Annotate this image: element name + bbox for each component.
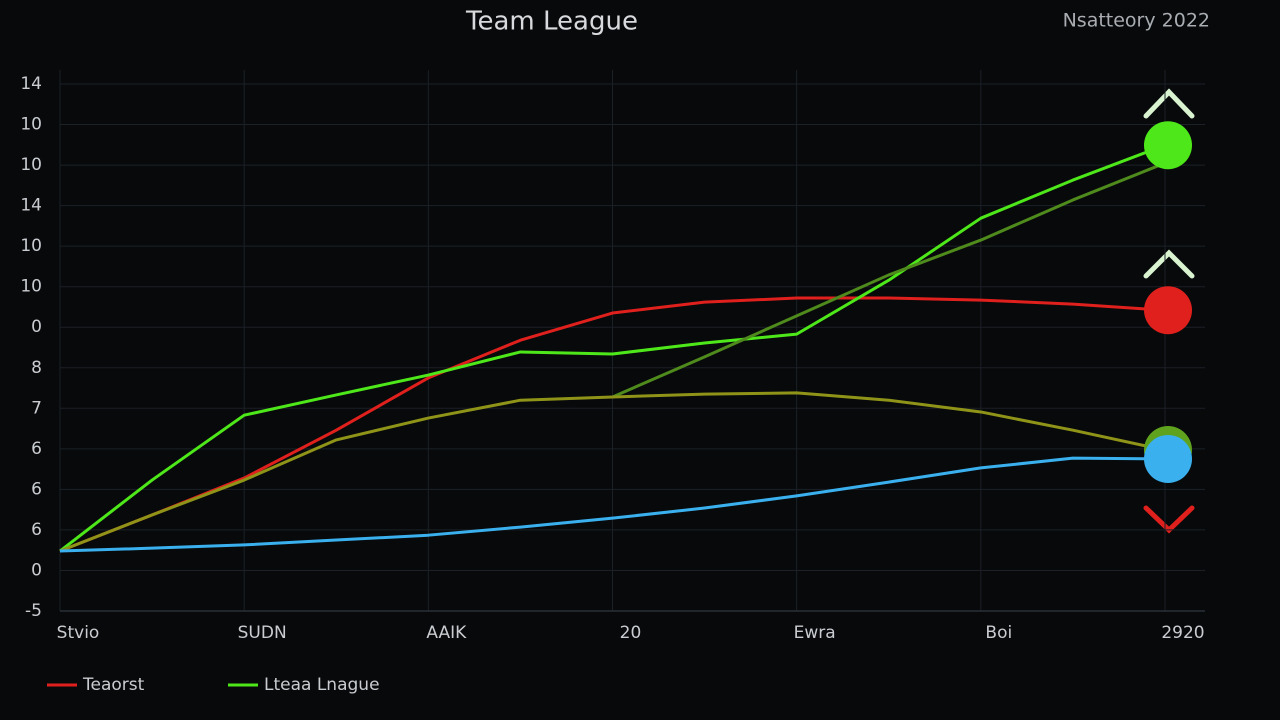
y-tick-label: 14: [20, 74, 42, 94]
y-tick-label: 10: [20, 155, 42, 175]
chart-subtitle: Nsatteory 2022: [1063, 10, 1210, 32]
y-tick-label: 0: [31, 317, 42, 337]
series-line: [59, 391, 1166, 553]
x-tick-label: SUDN: [238, 623, 287, 643]
chevron-down: [1143, 505, 1195, 534]
chevron-up: [1143, 88, 1195, 119]
x-tick-label: 2920: [1161, 623, 1204, 643]
y-tick-label: 8: [31, 358, 42, 378]
plot: -5 0 6 6 6 7 8 0 10 10 14 10 10 14 Stvio SUDN AAIK 20 Ewra…: [20, 70, 1205, 695]
y-tick-label: 6: [31, 520, 42, 540]
series-line: [611, 161, 1166, 399]
y-tick-label: 6: [31, 439, 42, 459]
end-marker: [1144, 434, 1192, 483]
y-tick-label: 14: [20, 196, 42, 216]
y-tick-label: 10: [20, 115, 42, 135]
y-tick-label: 10: [20, 236, 42, 256]
series-line: [59, 143, 1166, 553]
x-tick-label: AAIK: [426, 623, 467, 643]
series-line: [59, 456, 1166, 553]
series-line: [59, 296, 1166, 553]
x-tick-label: 20: [620, 623, 642, 643]
y-tick-label: 0: [31, 560, 42, 580]
x-tick-label: Ewra: [794, 623, 836, 643]
y-tick-label: 6: [31, 479, 42, 499]
y-tick-label: -5: [25, 601, 42, 621]
end-marker: [1144, 121, 1192, 170]
x-tick-label: Stvio: [57, 623, 100, 643]
legend-label: Lteaa Lnague: [264, 675, 380, 695]
legend-label: Teaorst: [82, 675, 145, 695]
y-tick-label: 10: [20, 277, 42, 297]
x-tick-label: Boi: [985, 623, 1012, 643]
chart-title: Team League: [465, 7, 638, 37]
y-tick-label: 7: [31, 398, 42, 418]
chevron-up: [1143, 249, 1195, 279]
end-marker: [1144, 286, 1192, 335]
